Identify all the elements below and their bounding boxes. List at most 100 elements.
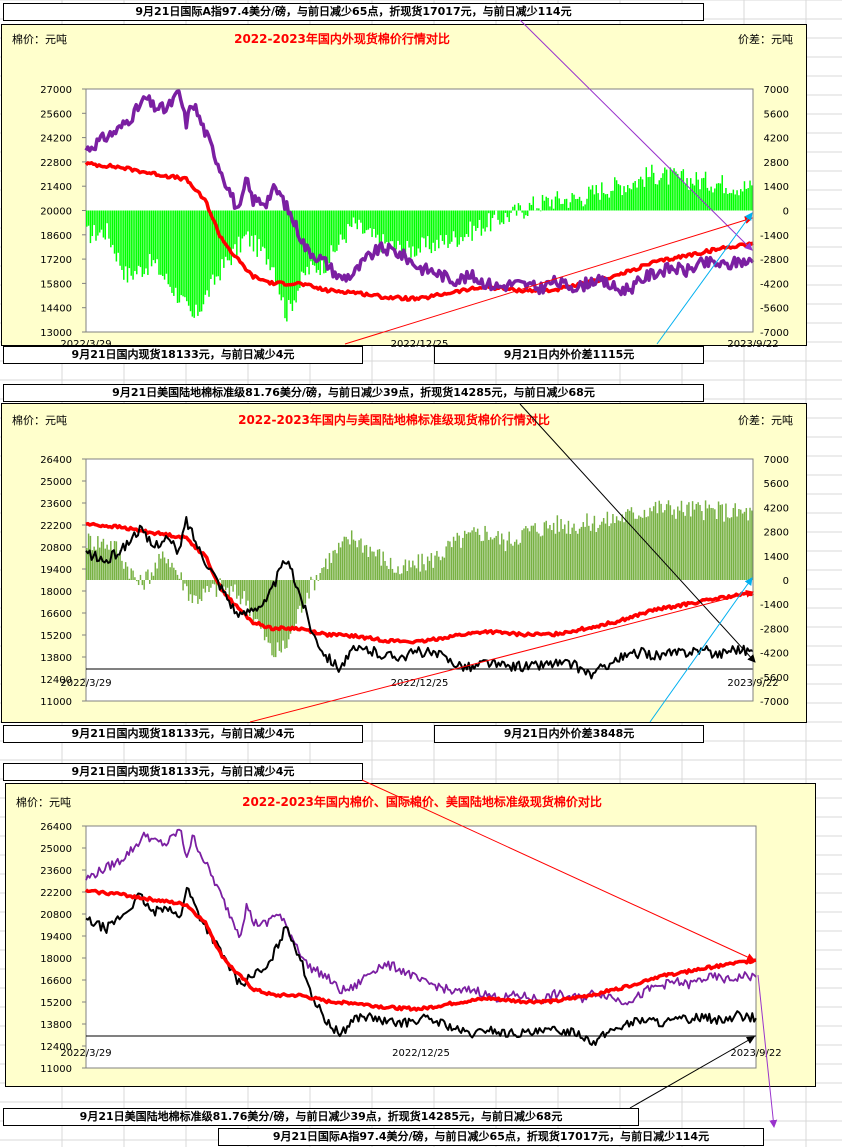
price-diff-bar [95, 549, 97, 580]
x-tick-label: 2023/9/22 [727, 339, 778, 347]
price-diff-bar [282, 580, 284, 641]
price-diff-bar [104, 210, 107, 240]
price-diff-bar [504, 551, 507, 580]
price-diff-bar [564, 524, 566, 580]
price-diff-bar [299, 210, 301, 289]
price-diff-bar [167, 210, 169, 285]
price-diff-bar [271, 580, 273, 656]
price-diff-bar [343, 536, 346, 580]
price-diff-bar [376, 210, 379, 235]
price-diff-bar [312, 210, 314, 265]
price-diff-bar [378, 549, 381, 580]
price-diff-bar [725, 187, 727, 211]
price-diff-bar [108, 549, 110, 580]
y-tick-label-left: 27000 [40, 85, 72, 96]
price-diff-bar [523, 210, 525, 219]
price-diff-bar [702, 177, 705, 211]
price-diff-bar [352, 539, 355, 580]
price-diff-bar [580, 200, 583, 211]
price-diff-bar [573, 194, 575, 211]
price-diff-bar [525, 526, 527, 580]
price-diff-bar [688, 502, 690, 580]
price-diff-bar [386, 565, 388, 580]
price-diff-bar [211, 210, 214, 275]
price-diff-bar [451, 210, 453, 242]
price-diff-bar [265, 210, 268, 265]
price-diff-bar [662, 173, 664, 211]
price-diff-bar [269, 210, 271, 271]
y-tick-label-right: -5600 [760, 673, 789, 684]
price-diff-bar [582, 206, 585, 211]
price-diff-bar [341, 210, 344, 240]
price-diff-bar [541, 194, 544, 211]
y-axis-label-left: 棉价：元吨 [16, 795, 71, 809]
y-tick-label-left: 18000 [40, 587, 72, 598]
price-diff-bar [615, 516, 618, 580]
y-axis-label-right: 价差：元吨 [738, 413, 793, 427]
price-diff-bar [482, 540, 484, 580]
price-diff-bar [161, 210, 164, 277]
price-diff-bar [167, 558, 169, 580]
price-diff-bar [148, 580, 151, 584]
price-diff-bar [614, 523, 616, 580]
price-diff-bar [743, 511, 746, 580]
price-diff-bar [323, 567, 325, 580]
price-diff-bar [712, 508, 714, 580]
price-diff-bar [330, 210, 333, 246]
price-diff-bar [139, 574, 142, 580]
price-diff-bar [363, 545, 366, 580]
price-diff-bar [619, 185, 622, 211]
price-diff-bar [528, 202, 531, 211]
price-diff-bar [241, 210, 244, 239]
price-diff-bar [706, 508, 709, 580]
price-diff-bar [345, 536, 347, 580]
price-diff-bar [419, 210, 421, 253]
price-diff-bar [545, 520, 547, 580]
price-diff-bar [612, 514, 614, 580]
y-tick-label-left: 20000 [40, 207, 72, 218]
price-diff-bar [139, 210, 142, 268]
price-diff-bar [508, 531, 510, 580]
price-diff-bar [132, 570, 134, 580]
price-diff-bar [660, 177, 662, 211]
price-diff-bar [430, 553, 433, 580]
price-diff-bar [365, 210, 368, 231]
price-diff-bar [123, 210, 125, 280]
price-diff-bar [328, 210, 331, 264]
price-diff-bar [675, 171, 677, 211]
price-diff-bar [371, 210, 373, 238]
price-diff-bar [678, 510, 681, 580]
price-diff-bar [691, 501, 694, 580]
y-tick-label-left: 16600 [40, 976, 72, 987]
price-diff-bar [554, 533, 557, 580]
price-diff-bar [417, 554, 420, 580]
price-diff-bar [523, 528, 525, 580]
price-diff-bar [239, 580, 242, 605]
price-diff-bar [100, 210, 103, 230]
series-line-domestic [84, 888, 757, 1012]
price-diff-bar [541, 535, 544, 580]
price-diff-bar [576, 198, 579, 211]
price-diff-bar [749, 507, 751, 580]
price-diff-bar [350, 210, 353, 228]
price-diff-bar [339, 210, 342, 235]
x-tick-label: 2023/9/22 [730, 1048, 781, 1059]
price-diff-bar [152, 575, 155, 580]
price-diff-bar [478, 534, 481, 580]
price-diff-bar [702, 520, 705, 580]
price-diff-bar [408, 560, 410, 580]
price-diff-bar [321, 210, 323, 258]
price-diff-bar [189, 210, 192, 312]
price-diff-bar [634, 518, 636, 580]
price-diff-bar [686, 178, 688, 211]
price-diff-bar [695, 503, 698, 580]
price-diff-bar [141, 580, 144, 586]
price-diff-bar [308, 210, 310, 275]
price-diff-bar [274, 210, 277, 284]
price-diff-bar [313, 210, 316, 266]
price-diff-bar [708, 504, 711, 580]
price-diff-bar [728, 192, 731, 211]
price-diff-bar [93, 546, 95, 580]
price-diff-bar [108, 210, 110, 239]
price-diff-bar [680, 500, 683, 580]
